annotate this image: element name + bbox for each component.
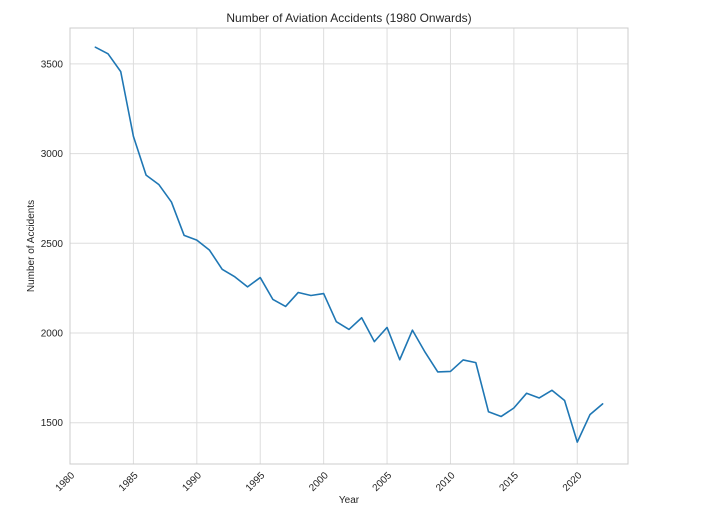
- data-point: [247, 286, 249, 288]
- x-tick-label: 2000: [307, 470, 331, 494]
- x-tick-label: 1990: [180, 470, 204, 494]
- chart-title: Number of Aviation Accidents (1980 Onwar…: [226, 11, 471, 25]
- y-axis-label: Number of Accidents: [26, 200, 37, 292]
- y-tick-label: 3000: [41, 149, 64, 160]
- data-point: [437, 371, 439, 373]
- data-point: [120, 71, 122, 73]
- data-point: [450, 371, 452, 373]
- x-tick-label: 2010: [434, 470, 458, 494]
- data-point: [336, 321, 338, 323]
- data-point: [513, 407, 515, 409]
- series-layer: [94, 46, 604, 443]
- y-tick-label: 1500: [41, 418, 64, 429]
- data-point: [602, 403, 604, 405]
- data-point: [500, 416, 502, 418]
- data-point: [323, 293, 325, 295]
- data-point: [475, 362, 477, 364]
- data-point: [145, 174, 147, 176]
- data-point: [488, 411, 490, 413]
- y-tick-label: 3500: [41, 59, 64, 70]
- data-point: [209, 249, 211, 251]
- data-point: [95, 46, 97, 48]
- data-point: [285, 306, 287, 308]
- data-point: [386, 327, 388, 329]
- data-point: [374, 341, 376, 343]
- data-point: [462, 359, 464, 361]
- data-point: [576, 441, 578, 443]
- x-tick-label: 2015: [497, 470, 521, 494]
- x-tick-label: 2020: [561, 470, 585, 494]
- data-point: [538, 397, 540, 399]
- x-axis-label: Year: [339, 495, 360, 506]
- y-axis-ticks: 1500 2000 2500 3000 3500: [41, 59, 64, 429]
- data-point: [348, 329, 350, 331]
- data-point: [158, 184, 160, 186]
- data-point: [259, 277, 261, 279]
- data-point: [234, 276, 236, 278]
- x-tick-label: 1980: [54, 470, 78, 494]
- data-point: [399, 359, 401, 361]
- data-point: [564, 400, 566, 402]
- data-point: [551, 389, 553, 391]
- data-point: [361, 317, 363, 319]
- data-point: [171, 201, 173, 203]
- plot-background: [70, 28, 628, 464]
- data-point: [297, 292, 299, 294]
- data-point: [183, 235, 185, 237]
- y-tick-label: 2000: [41, 329, 64, 340]
- grid: [69, 28, 628, 464]
- x-tick-label: 1995: [244, 470, 268, 494]
- plot-frame: [69, 27, 629, 465]
- series-line: [94, 46, 604, 443]
- data-point: [272, 299, 274, 301]
- data-point: [526, 393, 528, 395]
- data-point: [107, 53, 109, 55]
- data-point: [310, 295, 312, 297]
- data-point: [133, 136, 135, 138]
- x-tick-label: 1985: [117, 470, 141, 494]
- data-point: [412, 329, 414, 331]
- data-point: [196, 239, 198, 241]
- x-tick-label: 2005: [371, 470, 395, 494]
- data-point: [589, 414, 591, 416]
- y-tick-label: 2500: [41, 239, 64, 250]
- data-point: [221, 269, 223, 271]
- x-axis-ticks: 1980 1985 1990 1995 2000 2005 2010 2015 2020: [54, 470, 585, 494]
- data-point: [424, 351, 426, 353]
